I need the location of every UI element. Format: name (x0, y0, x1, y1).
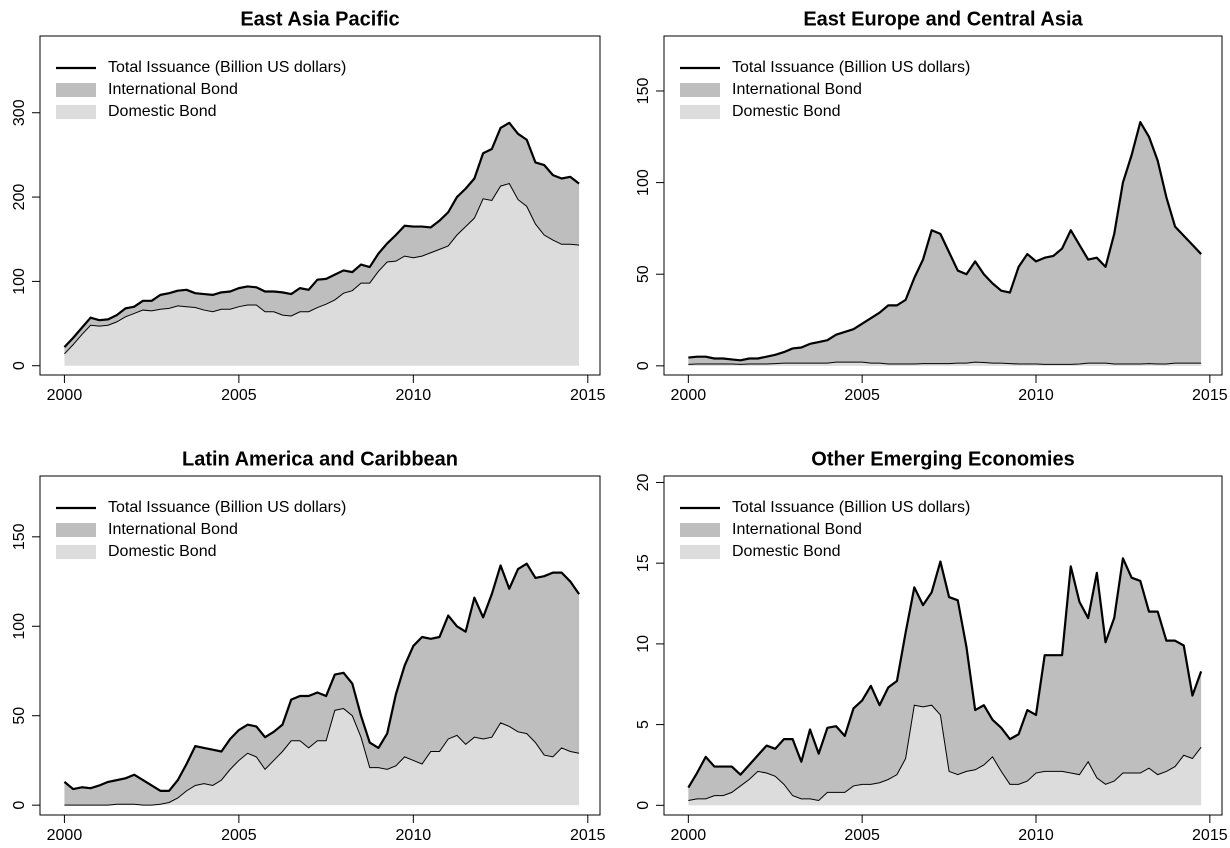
chart-title: Other Emerging Economies (811, 448, 1074, 470)
y-tick-label: 0 (11, 801, 28, 810)
panel: 2000 2005 2010 2015 0 50 100 150 Latin America a… (11, 448, 605, 844)
y-tick-label: 50 (11, 707, 28, 725)
legend-label: Domestic Bond (108, 543, 217, 560)
legend-swatch (56, 523, 96, 537)
line (688, 121, 1202, 362)
y-tick-label: 100 (11, 613, 28, 640)
legend-label: International Bond (108, 521, 238, 538)
area-edge (688, 361, 1202, 365)
legend-label: International Bond (732, 521, 862, 538)
y-tick-label: 50 (635, 265, 652, 283)
plot-area (63, 562, 580, 806)
legend-label: Domestic Bond (732, 103, 841, 120)
x-tick-label: 2015 (1192, 827, 1228, 844)
x-tick-label: 2005 (221, 387, 257, 404)
x-tick-label: 2000 (671, 387, 707, 404)
x-tick-label: 2010 (396, 827, 432, 844)
area (64, 708, 580, 806)
x-tick-label: 2010 (1018, 827, 1054, 844)
legend-swatch (680, 105, 720, 119)
panel: 2000 2005 2010 2015 0 5 10 15 20 Other Emerging E… (635, 448, 1228, 844)
x-tick-label: 2015 (570, 827, 606, 844)
y-tick-label: 200 (11, 184, 28, 211)
line (63, 121, 580, 348)
area (64, 122, 580, 354)
chart-title: Latin America and Caribbean (182, 448, 458, 470)
plot-area (63, 121, 580, 366)
legend-swatch (680, 545, 720, 559)
x-tick-label: 2000 (47, 387, 83, 404)
x-tick-label: 2010 (396, 387, 432, 404)
x-tick-label: 2015 (570, 387, 606, 404)
legend-label: Total Issuance (Billion US dollars) (108, 499, 346, 516)
x-tick-label: 2000 (671, 827, 707, 844)
area (688, 705, 1202, 806)
x-tick-label: 2005 (844, 827, 880, 844)
area (688, 558, 1202, 801)
y-tick-label: 20 (635, 473, 652, 491)
x-tick-label: 2000 (47, 827, 83, 844)
chart-title: East Europe and Central Asia (803, 8, 1083, 30)
legend-label: International Bond (108, 81, 238, 98)
y-tick-label: 0 (635, 801, 652, 810)
legend-swatch (56, 105, 96, 119)
area (64, 563, 580, 806)
line (687, 557, 1203, 789)
area-edge (688, 704, 1202, 802)
area (64, 183, 580, 366)
y-tick-label: 10 (635, 635, 652, 653)
legend-swatch (56, 83, 96, 97)
panel: 2000 2005 2010 2015 0 50 100 150 East Europe and… (635, 8, 1228, 404)
y-tick-label: 100 (11, 268, 28, 295)
y-tick-label: 0 (11, 361, 28, 370)
line (63, 562, 580, 792)
x-tick-label: 2005 (844, 387, 880, 404)
panel: 2000 2005 2010 2015 0 100 200 300 East Asia Paci… (11, 8, 605, 404)
x-tick-label: 2005 (221, 827, 257, 844)
chart-title: East Asia Pacific (240, 8, 399, 30)
y-tick-label: 100 (635, 169, 652, 196)
legend-label: International Bond (732, 81, 862, 98)
plot-area (688, 121, 1202, 366)
area-edge (64, 182, 580, 355)
x-tick-label: 2010 (1018, 387, 1054, 404)
legend-swatch (680, 523, 720, 537)
y-tick-label: 5 (635, 720, 652, 729)
legend-label: Domestic Bond (108, 103, 217, 120)
y-tick-label: 150 (635, 78, 652, 105)
legend-label: Domestic Bond (732, 543, 841, 560)
area-edge (64, 708, 580, 806)
legend-label: Total Issuance (Billion US dollars) (108, 59, 346, 76)
y-tick-label: 150 (11, 523, 28, 550)
legend-label: Total Issuance (Billion US dollars) (732, 499, 970, 516)
y-tick-label: 15 (635, 554, 652, 572)
legend-label: Total Issuance (Billion US dollars) (732, 59, 970, 76)
legend-swatch (680, 83, 720, 97)
legend-swatch (56, 545, 96, 559)
x-tick-label: 2015 (1192, 387, 1228, 404)
y-tick-label: 300 (11, 99, 28, 126)
plot-area (687, 557, 1203, 806)
y-tick-label: 0 (635, 361, 652, 370)
